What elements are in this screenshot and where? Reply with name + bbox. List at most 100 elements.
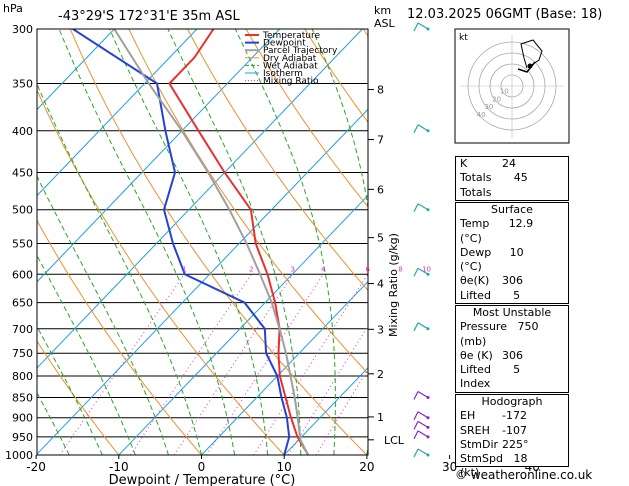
pressure-tick-label: 300 (12, 23, 33, 36)
pressure-tick-label: 650 (12, 297, 33, 310)
wind-barb-feather (413, 421, 419, 430)
wind-barb-dot (426, 395, 430, 399)
x-axis-label: Dewpoint / Temperature (°C) (109, 473, 296, 486)
x-tick-label: 10 (277, 460, 292, 474)
dry-adiabat-line (598, 29, 629, 455)
isotherm-line (37, 29, 281, 283)
isotherm-line (615, 29, 629, 455)
pressure-tick-label: 900 (12, 412, 33, 425)
km-tick-label: 3 (377, 323, 384, 336)
surface-value: 10 (509, 245, 524, 259)
pressure-tick-label: 350 (12, 78, 33, 91)
isotherm-line (201, 280, 368, 455)
surface-value: 5 (513, 288, 521, 302)
surface-label: Temp (°C) (460, 217, 490, 245)
hodograph-stat-label: EH (460, 409, 476, 423)
surface-label: Dewp (°C) (460, 245, 492, 274)
most-unstable-row: θe (K) 306 (456, 349, 568, 363)
location-title: -43°29'S 172°31'E 35m ASL (58, 9, 240, 24)
legend-label: Wet Adiabat (263, 61, 318, 71)
pressure-tick-label: 550 (12, 237, 33, 250)
isotherm-line (118, 194, 368, 455)
pressure-tick-label: 500 (12, 204, 33, 217)
surface-label: θe(K) (460, 274, 490, 288)
km-unit: km (374, 4, 391, 17)
wind-barb-dot (426, 425, 430, 429)
hodograph-stat-row: SREH -107 (456, 424, 568, 438)
run-date: 12.03.2025 06GMT (Base: 18) (407, 7, 603, 22)
hodograph-stat-row: StmDir 225° (456, 438, 568, 452)
isotherm-line (283, 366, 368, 455)
x-tick-label: -10 (109, 460, 129, 474)
wind-barb-dot (426, 272, 430, 276)
pressure-tick-label: 700 (12, 323, 33, 336)
mixing-ratio-tick-label: 4 (321, 265, 326, 273)
wind-barb-shaft (417, 322, 429, 330)
index-label: Totals Totals (460, 171, 492, 199)
hodograph-title: Hodograph (481, 395, 543, 408)
surface-value: 306 (502, 274, 523, 288)
surface-title: Surface (491, 203, 533, 216)
hodograph-stat-value: 225° (502, 437, 529, 451)
hodograph-stat-label: SREH (460, 423, 490, 437)
hodograph-stat-value: -107 (502, 423, 527, 437)
wind-barb-dot (426, 208, 430, 212)
km-tick-label: 6 (377, 183, 384, 196)
wind-barb-shaft (417, 420, 429, 428)
legend-label: Temperature (262, 31, 320, 41)
km-tick-label: 7 (377, 134, 384, 147)
wind-barb-dot (426, 129, 430, 133)
surface-row: Temp (°C) 12.9 (456, 217, 568, 246)
wind-barb-shaft (417, 22, 429, 30)
hodograph-stat-row: StmSpd (kt) 18 (456, 452, 568, 481)
wind-barb-shaft (417, 448, 429, 456)
wet-adiabat-line (167, 29, 302, 455)
km-tick-label: 1 (377, 411, 384, 424)
surface-value: 12.9 (508, 217, 534, 231)
wind-barb-feather (413, 411, 419, 420)
mixing-ratio-line (130, 274, 252, 455)
wind-barb-shaft (417, 124, 429, 132)
index-value: 24 (502, 157, 516, 170)
hodograph-ring-label: 30 (484, 103, 493, 111)
most-unstable-label: Lifted Index (460, 363, 491, 391)
index-label: K (460, 157, 468, 170)
wet-adiabat-line (37, 325, 103, 455)
hodograph-ring-label: 10 (500, 88, 509, 96)
hodograph-stat-label: StmDir (460, 437, 499, 451)
most-unstable-value: 306 (502, 348, 523, 362)
series-line-dewpoint (72, 29, 291, 455)
wet-adiabat-line (37, 391, 70, 455)
surface-row: θe(K) 306 (456, 274, 568, 288)
most-unstable-panel: Most Unstable Pressure (mb) 750 θe (K) 306 L… (455, 305, 569, 433)
pressure-tick-label: 950 (12, 431, 33, 444)
hodograph-trace (520, 39, 543, 69)
hodograph-panel: Hodograph EH -172 SREH -107 StmDir 225° StmSpd… (455, 394, 569, 479)
wind-barb-feather (413, 430, 419, 440)
hodograph-stat-row: EH -172 (456, 409, 568, 423)
mixing-ratio-axis-label: Mixing Ratio (g/kg) (387, 233, 400, 337)
series-line-temperature (168, 29, 310, 455)
index-row: K 24 (456, 157, 568, 171)
x-tick-label: 0 (198, 460, 206, 474)
hpa-unit: hPa (3, 2, 23, 15)
isotherm-line (37, 29, 115, 111)
wind-barb-dot (426, 416, 430, 420)
wet-adiabat-line (109, 29, 269, 455)
wind-barb-shaft (417, 267, 429, 275)
wet-adiabat-line (234, 29, 336, 455)
hodograph-unit: kt (459, 33, 468, 43)
x-tick-label: 20 (359, 460, 374, 474)
pressure-tick-label: 600 (12, 268, 33, 281)
wind-barb-dot (426, 435, 430, 439)
wind-barb-feather (413, 267, 419, 277)
legend-label: Mixing Ratio (263, 77, 319, 87)
index-value: 45 (513, 171, 528, 185)
most-unstable-value: 750 (517, 320, 539, 334)
legend-label: Isotherm (263, 69, 303, 79)
plot-frame (36, 28, 369, 456)
km-tick-label: 5 (377, 232, 384, 245)
surface-panel: Surface Temp (°C) 12.9 Dewp (°C) 10 θe(K) 306… (455, 202, 569, 359)
